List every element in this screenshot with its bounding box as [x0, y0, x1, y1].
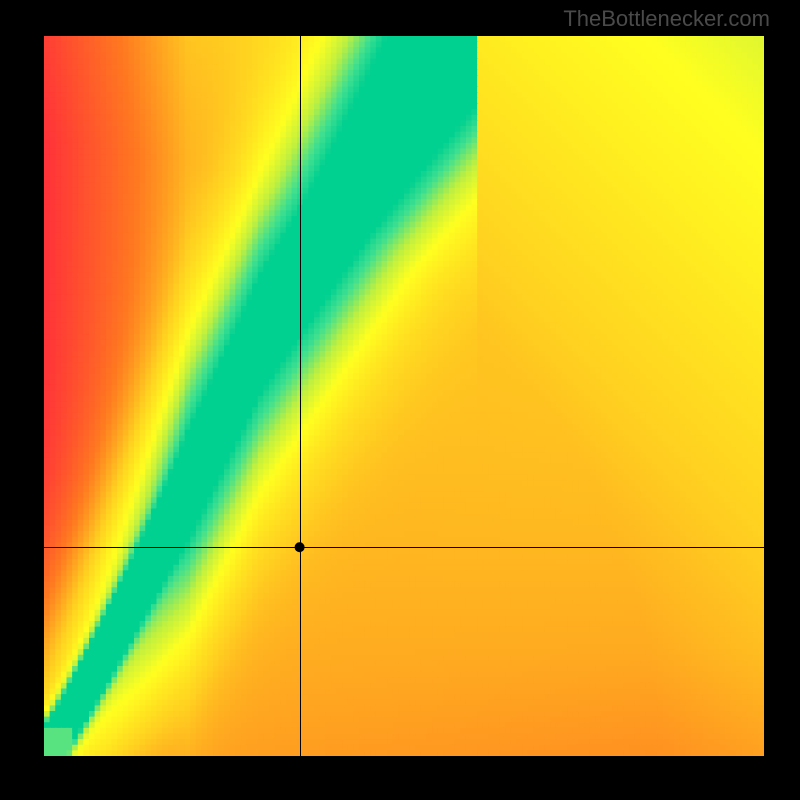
bottleneck-heatmap	[44, 36, 764, 756]
chart-container: TheBottleneсker.com	[0, 0, 800, 800]
attribution-text: TheBottleneсker.com	[563, 6, 770, 32]
